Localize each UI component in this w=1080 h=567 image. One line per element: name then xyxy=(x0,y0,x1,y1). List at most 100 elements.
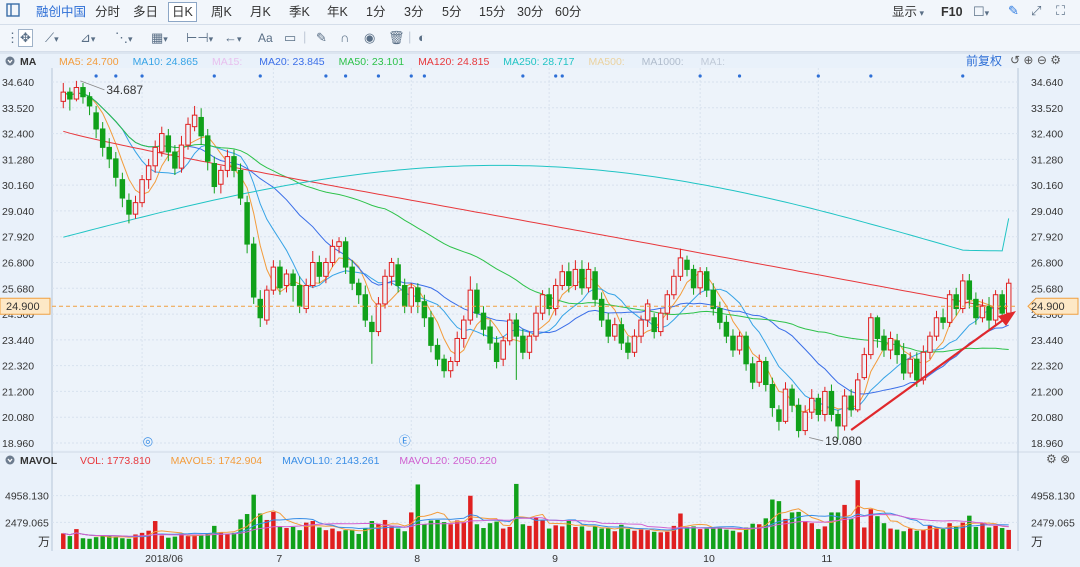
current-price-tag-left xyxy=(0,297,51,315)
line-tool-icon[interactable]: ⟋▾ xyxy=(45,30,59,45)
ma-collapse-icon[interactable] xyxy=(5,56,15,68)
volume-bar xyxy=(816,529,821,549)
period-tab-60min[interactable]: 60分 xyxy=(555,5,582,19)
zoom-out-icon[interactable]: ⊖ xyxy=(1036,53,1047,67)
display-menu[interactable]: 显示 ▾ xyxy=(892,4,924,20)
comment-icon[interactable]: ▭ xyxy=(284,30,297,45)
period-tab-30min[interactable]: 30分 xyxy=(517,5,544,19)
sidebar-toggle-icon[interactable] xyxy=(6,3,20,21)
eye-icon[interactable]: ◉ xyxy=(364,30,376,45)
vol-legend-item-vol: VOL: 1773.810 xyxy=(80,455,151,467)
crosshair-icon[interactable]: ✥ xyxy=(18,29,33,47)
volume-bar xyxy=(382,519,388,549)
volume-bar xyxy=(993,525,998,549)
x-axis-label: 7 xyxy=(276,553,282,565)
range-tool-icon[interactable]: ⊢⊣▾ xyxy=(186,30,214,45)
candle-body xyxy=(250,243,257,298)
collapse-dots-icon[interactable]: ⋮ xyxy=(6,30,19,45)
vol-close-icon[interactable]: ⊗ xyxy=(1060,452,1071,466)
event-dot xyxy=(258,74,262,78)
trash-icon[interactable]: 🗑 xyxy=(388,30,405,45)
settings-icon[interactable]: ⚙ xyxy=(1050,53,1061,67)
candle-body xyxy=(283,273,290,287)
period-tab-weekly[interactable]: 周K xyxy=(211,5,232,19)
candle-body xyxy=(165,135,172,153)
candle-body xyxy=(218,169,224,185)
candle-body xyxy=(927,335,933,353)
volume-bar xyxy=(888,528,893,549)
period-tab-quarterly[interactable]: 季K xyxy=(289,5,310,19)
candle-body xyxy=(198,116,204,137)
vol-legend-item-value: 1742.904 xyxy=(215,455,263,467)
volume-bar xyxy=(704,528,709,549)
period-tab-monthly[interactable]: 月K xyxy=(250,5,271,19)
volume-bar xyxy=(139,532,145,549)
price-tick-label-right: 26.800 xyxy=(1031,258,1063,270)
candle-body xyxy=(185,123,191,146)
volume-bar xyxy=(258,513,263,549)
ma120-line xyxy=(63,130,1009,310)
candle-body xyxy=(986,305,992,321)
volume-bar xyxy=(651,531,657,549)
period-tab-3min[interactable]: 3分 xyxy=(404,5,424,19)
layout-dropdown-icon[interactable]: ☐▾ xyxy=(973,4,990,19)
trend-arrow-shaft xyxy=(850,314,1011,431)
ma-panel-controls[interactable]: ↺ ⊕ ⊖ ⚙ xyxy=(1010,54,1061,66)
volume-bar xyxy=(599,528,604,549)
price-tick-label-right: 18.960 xyxy=(1031,438,1063,450)
volume-unit-left: 万 xyxy=(38,535,50,549)
expand-icon[interactable]: ⛶ xyxy=(1056,3,1066,18)
period-tab-5min[interactable]: 5分 xyxy=(442,5,462,19)
wave-tool-icon[interactable]: ⋱▾ xyxy=(115,30,133,45)
volume-bar xyxy=(671,525,677,549)
volume-bar xyxy=(402,531,407,549)
arrow-tool-icon[interactable]: ←▾ xyxy=(224,30,242,45)
period-tab-daily[interactable]: 日K xyxy=(168,2,197,22)
period-tab-yearly[interactable]: 年K xyxy=(327,5,348,19)
volume-bar xyxy=(848,518,854,549)
ma50-line xyxy=(63,91,1009,353)
zoom-in-icon[interactable]: ⊕ xyxy=(1023,53,1034,67)
f10-button[interactable]: F10 xyxy=(941,5,963,19)
vol-legend-item-label: VOL: xyxy=(80,455,104,467)
period-tab-multiday[interactable]: 多日 xyxy=(133,5,159,19)
volume-bar xyxy=(947,523,952,549)
volume-bar xyxy=(107,536,112,549)
channel-tool-icon[interactable]: ⊿▾ xyxy=(80,30,96,45)
fullscreen-icon[interactable]: ⤢ xyxy=(1031,3,1042,18)
candle-body xyxy=(848,395,854,411)
candle-body xyxy=(80,87,86,98)
volume-bar xyxy=(225,534,230,549)
ma250-line xyxy=(63,164,1010,252)
period-tab-intraday[interactable]: 分时 xyxy=(95,5,121,19)
brush-icon[interactable]: ✎ xyxy=(316,30,327,45)
toggle-icon[interactable]: ◐ xyxy=(418,30,426,45)
candle-body xyxy=(113,158,119,178)
magnet-icon[interactable]: ∩ xyxy=(340,30,350,45)
candle-body xyxy=(441,358,447,372)
candle-body xyxy=(585,268,592,289)
candle-body xyxy=(467,289,474,321)
x-axis-label: 2018/06 xyxy=(145,553,183,565)
volume-bar xyxy=(487,523,493,549)
candle-body xyxy=(887,337,894,351)
candle-body xyxy=(697,271,703,289)
period-tab-1min[interactable]: 1分 xyxy=(366,5,386,19)
vol-collapse-icon[interactable] xyxy=(5,455,15,467)
candle-body xyxy=(447,360,454,372)
ma-legend-item-ma10: MA10: 24.865 xyxy=(133,56,198,68)
vol-panel-controls[interactable]: ⚙ ⊗ xyxy=(1046,453,1070,465)
vol-settings-icon[interactable]: ⚙ xyxy=(1046,452,1057,466)
volume-bar xyxy=(684,526,690,549)
refresh-icon[interactable]: ↺ xyxy=(1010,53,1021,67)
fib-tool-icon[interactable]: ▦▾ xyxy=(151,30,168,45)
period-tab-15min[interactable]: 15分 xyxy=(479,5,506,19)
vol-legend-item-mavol10: MAVOL10: 2143.261 xyxy=(282,455,379,467)
volume-bar xyxy=(999,528,1005,549)
text-tool-icon[interactable]: Aa xyxy=(258,31,273,45)
adjust-label[interactable]: 前复权 xyxy=(966,54,1003,68)
candle-body xyxy=(310,262,316,287)
volume-bar xyxy=(500,528,506,549)
pen-icon[interactable]: ✎ xyxy=(1008,3,1019,18)
candle-body xyxy=(822,390,828,415)
